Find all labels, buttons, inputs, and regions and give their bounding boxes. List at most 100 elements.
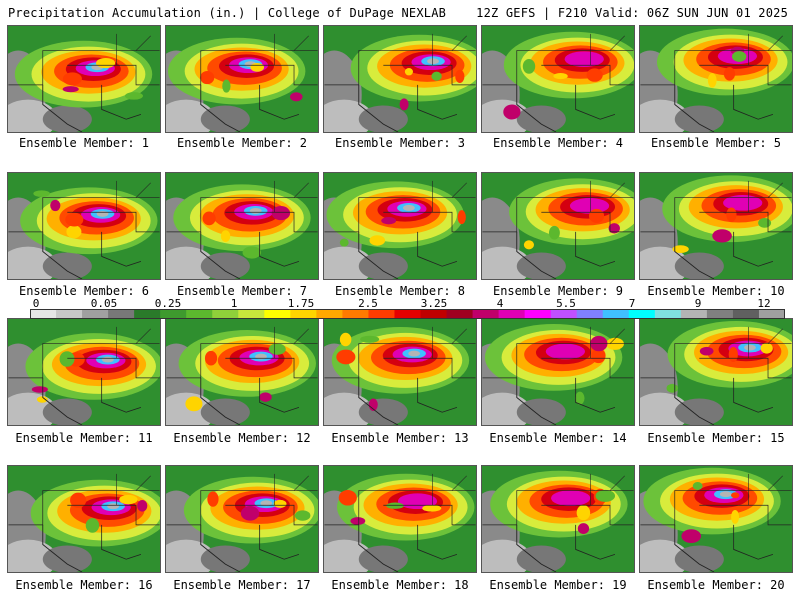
colorbar-swatch	[758, 309, 785, 319]
ensemble-map-panel	[323, 318, 477, 426]
precip-map	[482, 466, 634, 572]
colorbar-swatch	[316, 309, 343, 319]
precip-map	[8, 466, 160, 572]
ensemble-map-panel	[323, 25, 477, 133]
precip-map	[640, 466, 792, 572]
ensemble-member-label: Ensemble Member: 2	[176, 136, 308, 150]
precip-map	[640, 173, 792, 279]
ensemble-member-label: Ensemble Member: 20	[647, 578, 785, 592]
colorbar-swatch	[732, 309, 760, 319]
ensemble-map-panel	[639, 172, 793, 280]
ensemble-map-panel	[323, 172, 477, 280]
colorbar-tick-label: 0	[32, 297, 40, 310]
ensemble-member-label: Ensemble Member: 6	[18, 284, 150, 298]
colorbar-swatch	[654, 309, 682, 319]
ensemble-map-panel	[639, 25, 793, 133]
ensemble-map-panel	[639, 465, 793, 573]
ensemble-map-panel	[639, 318, 793, 426]
header-valid-time: 12Z GEFS | F210 Valid: 06Z SUN JUN 01 20…	[476, 6, 788, 20]
colorbar-swatch	[576, 309, 604, 319]
ensemble-member-label: Ensemble Member: 18	[331, 578, 469, 592]
header-title: Precipitation Accumulation (in.) | Colle…	[8, 6, 447, 20]
colorbar-swatch	[134, 309, 161, 319]
precip-map	[324, 466, 476, 572]
precip-map	[482, 173, 634, 279]
ensemble-map-panel	[7, 318, 161, 426]
ensemble-map-panel	[165, 465, 319, 573]
colorbar-swatch	[56, 309, 83, 319]
precip-map	[8, 319, 160, 425]
ensemble-member-label: Ensemble Member: 15	[647, 431, 785, 445]
colorbar-tick-label: 4	[496, 297, 504, 310]
precip-map	[482, 26, 634, 132]
precip-map	[166, 466, 318, 572]
colorbar-swatch	[264, 309, 291, 319]
colorbar-swatch	[394, 309, 422, 319]
ensemble-member-label: Ensemble Member: 13	[331, 431, 469, 445]
colorbar-swatch	[82, 309, 109, 319]
colorbar-tick-label: 0.25	[154, 297, 182, 310]
ensemble-member-label: Ensemble Member: 14	[489, 431, 627, 445]
precip-map	[8, 173, 160, 279]
colorbar-swatch	[420, 309, 448, 319]
ensemble-member-label: Ensemble Member: 1	[18, 136, 150, 150]
ensemble-map-panel	[481, 172, 635, 280]
precip-map	[166, 319, 318, 425]
precip-map	[324, 26, 476, 132]
colorbar-tick-label: 2.5	[358, 297, 378, 310]
colorbar-swatch	[602, 309, 630, 319]
colorbar-swatch	[550, 309, 578, 319]
ensemble-member-label: Ensemble Member: 10	[647, 284, 785, 298]
precip-map	[166, 173, 318, 279]
ensemble-map-panel	[7, 25, 161, 133]
colorbar-swatch	[446, 309, 474, 319]
colorbar-swatch	[628, 309, 656, 319]
colorbar-tick-label: 1	[230, 297, 238, 310]
precip-map	[8, 26, 160, 132]
precip-map	[324, 173, 476, 279]
colorbar-tick-label: 1.75	[287, 297, 315, 310]
ensemble-member-label: Ensemble Member: 11	[15, 431, 153, 445]
colorbar-swatch	[108, 309, 135, 319]
precip-map	[324, 319, 476, 425]
ensemble-map-panel	[481, 25, 635, 133]
colorbar-swatch	[290, 309, 317, 319]
colorbar-tick-label: 5.5	[556, 297, 576, 310]
colorbar-tick-label: 0.05	[90, 297, 118, 310]
colorbar-swatch	[186, 309, 213, 319]
colorbar-tick-label: 3.25	[420, 297, 448, 310]
precip-map	[166, 26, 318, 132]
ensemble-map-panel	[165, 25, 319, 133]
ensemble-member-label: Ensemble Member: 17	[173, 578, 311, 592]
colorbar-swatch	[472, 309, 500, 319]
ensemble-member-label: Ensemble Member: 8	[334, 284, 466, 298]
colorbar-swatch	[706, 309, 734, 319]
ensemble-map-panel	[323, 465, 477, 573]
colorbar-swatch	[160, 309, 187, 319]
ensemble-map-panel	[481, 318, 635, 426]
ensemble-map-panel	[165, 172, 319, 280]
colorbar-tick-label: 9	[694, 297, 702, 310]
colorbar-swatch	[212, 309, 239, 319]
ensemble-member-label: Ensemble Member: 7	[176, 284, 308, 298]
ensemble-member-label: Ensemble Member: 3	[334, 136, 466, 150]
precip-map	[640, 319, 792, 425]
colorbar-swatch	[524, 309, 552, 319]
ensemble-member-label: Ensemble Member: 16	[15, 578, 153, 592]
ensemble-map-panel	[165, 318, 319, 426]
ensemble-map-panel	[7, 465, 161, 573]
ensemble-member-label: Ensemble Member: 19	[489, 578, 627, 592]
colorbar-tick-label: 7	[628, 297, 636, 310]
colorbar-swatch	[498, 309, 526, 319]
precip-map	[482, 319, 634, 425]
colorbar-swatch	[368, 309, 395, 319]
colorbar	[30, 309, 785, 319]
ensemble-member-label: Ensemble Member: 9	[492, 284, 624, 298]
colorbar-tick-label: 12	[757, 297, 771, 310]
colorbar-swatch	[30, 309, 57, 319]
precip-map	[640, 26, 792, 132]
ensemble-member-label: Ensemble Member: 12	[173, 431, 311, 445]
ensemble-member-label: Ensemble Member: 5	[650, 136, 782, 150]
ensemble-member-label: Ensemble Member: 4	[492, 136, 624, 150]
ensemble-map-panel	[7, 172, 161, 280]
